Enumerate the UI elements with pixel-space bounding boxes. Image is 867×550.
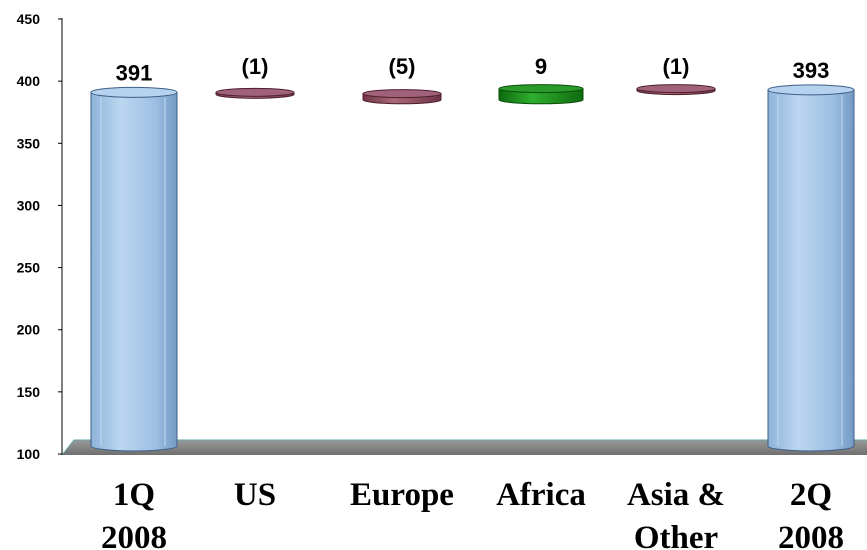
y-tick-label: 350	[17, 135, 41, 151]
y-ticks: 100 150 200 250 300 350 400 450	[17, 11, 62, 462]
bar-top	[636, 84, 716, 94]
x-tick-label: 2Q	[790, 477, 832, 513]
bar	[90, 86, 178, 452]
bar	[215, 87, 295, 99]
data-label: 9	[535, 54, 547, 79]
y-tick-label: 450	[17, 11, 41, 27]
bars	[90, 84, 855, 452]
x-tick-label: Asia &	[627, 477, 725, 513]
bar	[362, 89, 442, 105]
bar-top	[362, 89, 442, 99]
data-label: 393	[793, 58, 830, 83]
y-tick-label: 250	[17, 260, 41, 276]
x-tick-label: 2008	[778, 520, 844, 550]
bar-body	[767, 89, 855, 452]
x-tick-label: Other	[634, 520, 718, 550]
x-tick-label: US	[234, 477, 276, 513]
bar-top	[498, 84, 584, 94]
data-label: 391	[116, 60, 153, 85]
y-tick-label: 100	[17, 446, 41, 462]
data-label: (1)	[242, 54, 269, 79]
category-labels: 1Q 2008 US Europe Africa Asia & Other 2Q 2008	[101, 477, 844, 550]
bar	[636, 84, 716, 96]
x-tick-label: Europe	[350, 477, 454, 513]
x-tick-label: Africa	[496, 477, 586, 513]
bar	[767, 84, 855, 452]
y-tick-label: 400	[17, 73, 41, 89]
chart-floor	[62, 440, 867, 455]
bar-top	[215, 87, 295, 97]
y-tick-label: 150	[17, 384, 41, 400]
x-tick-label: 2008	[101, 520, 167, 550]
bar-top	[90, 86, 178, 98]
bar-top	[767, 84, 855, 96]
floor-edge	[61, 439, 75, 456]
x-tick-label: 1Q	[113, 477, 155, 513]
bar	[498, 84, 584, 105]
y-tick-label: 300	[17, 197, 41, 213]
data-labels: 391 (1) (5) 9 (1) 393	[116, 54, 830, 85]
data-label: (1)	[663, 54, 690, 79]
y-tick-label: 200	[17, 322, 41, 338]
bar-body	[90, 91, 178, 452]
data-label: (5)	[389, 54, 416, 79]
